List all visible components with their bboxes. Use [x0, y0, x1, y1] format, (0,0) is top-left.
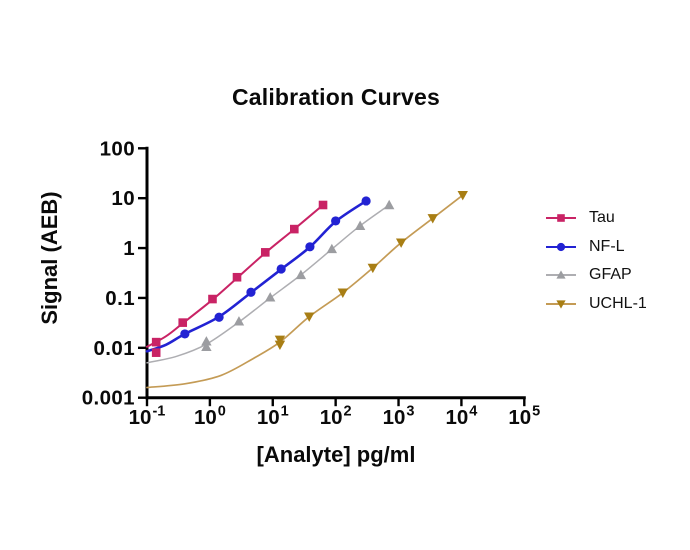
legend-item-tau: Tau: [546, 204, 647, 233]
x-tick-label: 103: [383, 404, 415, 430]
data-point-uchl-1: [457, 190, 468, 201]
x-axis-title: [Analyte] pg/ml: [256, 442, 416, 467]
x-tick-label: 105: [508, 404, 540, 430]
data-point-uchl-1: [367, 263, 379, 274]
y-tick-label: 100: [100, 137, 135, 160]
data-point-tau: [178, 318, 188, 327]
data-point-tau: [151, 348, 161, 357]
series-curve-uchl-1: [146, 194, 464, 389]
data-point-gfap: [383, 199, 395, 210]
data-point-gfap: [295, 269, 307, 280]
data-point-uchl-1: [304, 312, 315, 322]
y-tick-label: 0.001: [82, 387, 135, 410]
data-point-uchl-1: [427, 214, 438, 224]
data-point-nf-l: [305, 242, 315, 252]
legend-item-uchl-1: UCHL-1: [546, 290, 647, 319]
data-point-nf-l: [214, 312, 224, 322]
data-point-nf-l: [331, 216, 341, 226]
x-tick-label: 10-1: [129, 404, 166, 430]
y-tick-label: 0.01: [94, 337, 136, 360]
y-tick-label: 0.1: [105, 287, 135, 310]
x-tick-label: 104: [445, 404, 477, 430]
data-point-gfap: [264, 292, 276, 302]
legend-label: Tau: [589, 209, 615, 227]
data-point-tau: [289, 224, 299, 234]
data-point-uchl-1: [274, 335, 286, 345]
legend-item-gfap: GFAP: [546, 261, 647, 290]
data-point-uchl-1: [337, 288, 349, 298]
square-marker-icon: [546, 214, 576, 223]
legend-label: NF-L: [589, 237, 625, 255]
data-point-tau: [232, 272, 242, 282]
data-point-nf-l: [246, 287, 256, 297]
data-point-uchl-1: [395, 238, 407, 248]
triangle-up-marker-icon: [546, 270, 576, 280]
data-point-uchl-1: [274, 340, 286, 350]
legend-label: GFAP: [589, 266, 632, 284]
data-point-nf-l: [361, 196, 371, 206]
data-point-gfap: [354, 220, 366, 230]
data-point-gfap: [233, 316, 245, 326]
data-point-nf-l: [180, 329, 190, 339]
y-tick-label: 1: [123, 237, 135, 260]
legend: Tau NF-L GFAP UCHL-1: [546, 204, 647, 318]
legend-label: UCHL-1: [589, 295, 647, 313]
x-tick-label: 101: [257, 404, 289, 430]
data-point-gfap: [201, 341, 212, 351]
data-point-tau: [318, 200, 328, 210]
triangle-down-marker-icon: [546, 300, 576, 309]
y-tick-label: 10: [111, 187, 135, 210]
circle-marker-icon: [546, 242, 576, 251]
data-point-tau: [208, 294, 217, 304]
chart-title: Calibration Curves: [231, 84, 441, 110]
x-tick-label: 102: [320, 404, 352, 430]
data-point-nf-l: [276, 264, 286, 274]
data-point-gfap: [326, 243, 338, 254]
x-tick-label: 100: [194, 404, 226, 430]
legend-item-nf-l: NF-L: [546, 233, 647, 262]
data-point-tau: [151, 337, 161, 347]
data-point-tau: [260, 248, 270, 257]
data-point-gfap: [201, 336, 212, 346]
